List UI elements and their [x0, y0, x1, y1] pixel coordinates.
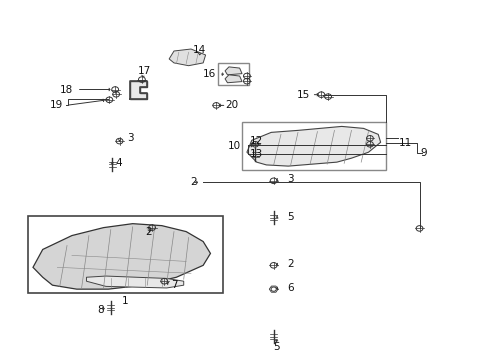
Polygon shape	[224, 75, 242, 83]
Polygon shape	[246, 126, 380, 166]
Text: 3: 3	[287, 174, 293, 184]
Text: 19: 19	[49, 100, 62, 111]
Text: 15: 15	[296, 90, 309, 100]
Text: 9: 9	[420, 148, 426, 158]
Text: 12: 12	[249, 136, 262, 147]
Text: 6: 6	[287, 283, 293, 293]
Polygon shape	[33, 224, 210, 289]
Text: 17: 17	[138, 66, 151, 76]
Polygon shape	[224, 67, 242, 75]
Text: 4: 4	[115, 158, 122, 168]
Polygon shape	[169, 49, 205, 66]
Text: 2: 2	[190, 177, 196, 188]
Text: 18: 18	[60, 85, 73, 95]
Text: 5: 5	[273, 342, 279, 352]
Bar	[217, 63, 249, 85]
Text: 13: 13	[249, 149, 262, 159]
Text: 3: 3	[126, 133, 133, 143]
Text: 16: 16	[203, 69, 216, 78]
Text: 2: 2	[144, 228, 151, 237]
Text: 20: 20	[224, 100, 238, 111]
Bar	[28, 216, 222, 293]
Bar	[242, 122, 385, 170]
Text: 5: 5	[287, 212, 293, 221]
Text: 2: 2	[287, 259, 293, 269]
Polygon shape	[130, 81, 147, 99]
Text: 14: 14	[193, 45, 206, 55]
Text: 1: 1	[122, 296, 128, 306]
Text: 8: 8	[98, 305, 104, 315]
Text: 7: 7	[171, 280, 178, 290]
Text: 11: 11	[398, 138, 411, 148]
Text: 10: 10	[227, 141, 241, 151]
Polygon shape	[86, 276, 183, 288]
